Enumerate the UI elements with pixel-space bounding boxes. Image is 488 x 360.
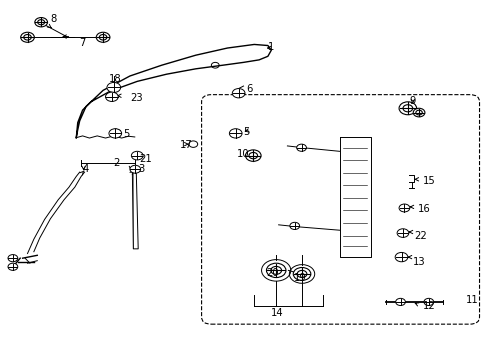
Circle shape <box>289 222 299 229</box>
Circle shape <box>107 82 121 93</box>
Text: 11: 11 <box>466 295 478 305</box>
Circle shape <box>232 89 244 98</box>
Text: 15: 15 <box>422 176 434 186</box>
Circle shape <box>266 263 285 278</box>
Text: 17: 17 <box>180 140 192 150</box>
Circle shape <box>105 92 118 102</box>
Circle shape <box>8 263 18 270</box>
Text: 14: 14 <box>271 309 284 318</box>
Text: 7: 7 <box>79 38 85 48</box>
Circle shape <box>398 102 416 115</box>
Text: 9: 9 <box>409 96 415 106</box>
Text: 20: 20 <box>266 267 279 278</box>
Circle shape <box>245 150 261 161</box>
Circle shape <box>398 204 409 212</box>
Text: 5: 5 <box>123 129 130 139</box>
Text: 23: 23 <box>130 93 142 103</box>
Circle shape <box>412 108 424 117</box>
Circle shape <box>20 32 34 42</box>
Text: 2: 2 <box>113 158 120 168</box>
Circle shape <box>131 151 143 160</box>
Text: 4: 4 <box>83 164 89 174</box>
Circle shape <box>395 298 405 306</box>
Text: 18: 18 <box>109 74 122 84</box>
Text: 5: 5 <box>243 127 249 136</box>
Text: 19: 19 <box>294 273 306 283</box>
Circle shape <box>130 165 141 173</box>
Circle shape <box>396 229 408 237</box>
Text: 22: 22 <box>413 231 426 240</box>
Text: 6: 6 <box>245 84 252 94</box>
Circle shape <box>96 32 110 42</box>
Circle shape <box>229 129 242 138</box>
Circle shape <box>296 144 306 151</box>
Text: 1: 1 <box>267 42 274 52</box>
Text: 3: 3 <box>138 164 144 174</box>
Text: 12: 12 <box>422 301 434 311</box>
Text: 16: 16 <box>417 204 429 215</box>
Circle shape <box>109 129 122 138</box>
Circle shape <box>8 255 18 262</box>
Circle shape <box>423 298 433 306</box>
Circle shape <box>293 267 310 280</box>
Text: 21: 21 <box>140 154 152 164</box>
Text: 8: 8 <box>50 14 57 24</box>
Text: 10: 10 <box>237 149 249 159</box>
Circle shape <box>394 252 407 262</box>
Text: 13: 13 <box>412 257 425 267</box>
Circle shape <box>35 18 47 27</box>
